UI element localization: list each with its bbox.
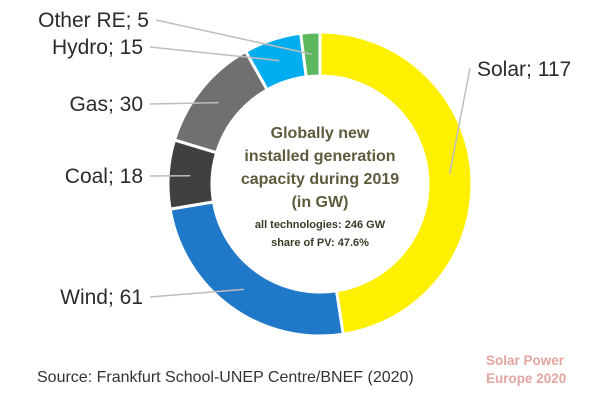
leader-lines bbox=[149, 19, 471, 298]
brand-watermark: Solar Power Europe 2020 bbox=[486, 352, 566, 388]
label-gas: Gas; 30 bbox=[69, 93, 143, 116]
slice-solar bbox=[318, 30, 474, 336]
slice-labels: Solar; 117 Wind; 61 Coal; 18 Gas; 30 Hydro; … bbox=[38, 9, 571, 309]
leader-line-hydro bbox=[149, 46, 280, 62]
center-text: Globally new installed generation capaci… bbox=[241, 125, 399, 249]
leader-line-wind bbox=[149, 288, 244, 298]
leader-line-gas bbox=[149, 101, 219, 105]
label-other-re: Other RE; 5 bbox=[38, 9, 149, 32]
label-solar: Solar; 117 bbox=[477, 58, 571, 81]
leader-line-other-re bbox=[155, 19, 312, 55]
label-hydro: Hydro; 15 bbox=[52, 36, 143, 59]
donut-slices bbox=[166, 30, 474, 338]
leader-line-solar bbox=[448, 67, 471, 175]
center-title-line-2: installed generation bbox=[244, 148, 395, 165]
center-subtitle-line-2: share of PV: 47.6% bbox=[271, 237, 369, 249]
center-title-line-4: (in GW) bbox=[292, 194, 349, 211]
label-coal: Coal; 18 bbox=[65, 165, 143, 188]
brand-line-1: Solar Power bbox=[486, 353, 565, 368]
source-note: Source: Frankfurt School-UNEP Centre/BNE… bbox=[37, 369, 414, 386]
center-title-line-1: Globally new bbox=[271, 125, 370, 142]
center-title-line-3: capacity during 2019 bbox=[241, 171, 399, 188]
label-wind: Wind; 61 bbox=[60, 286, 143, 309]
brand-line-2: Europe 2020 bbox=[486, 371, 567, 386]
center-subtitle-line-1: all technologies: 246 GW bbox=[255, 219, 386, 231]
